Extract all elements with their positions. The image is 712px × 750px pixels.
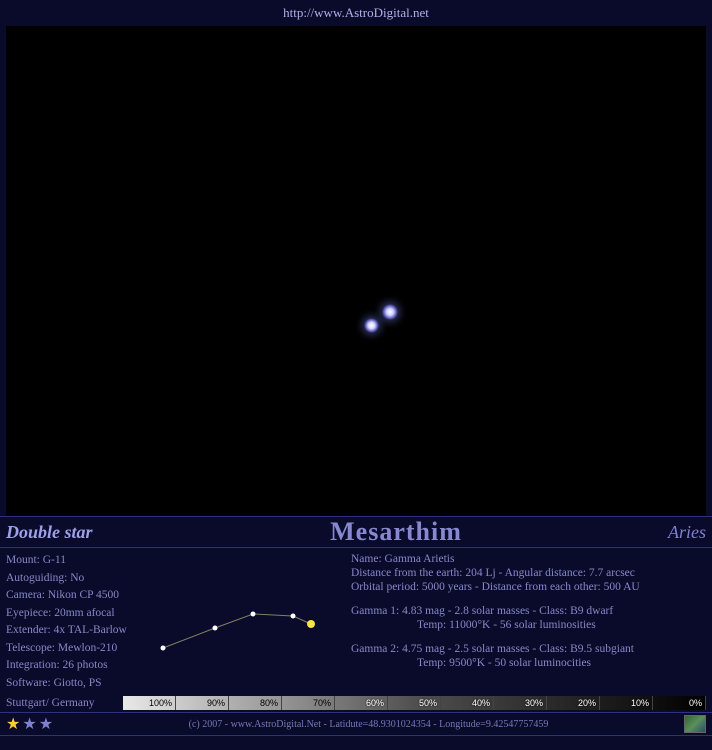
pct-cell: 40% bbox=[441, 696, 494, 710]
equip-integration: Integration: 26 photos bbox=[6, 657, 171, 675]
astro-orbit: Orbital period: 5000 years - Distance fr… bbox=[351, 580, 706, 594]
copyright-text: (c) 2007 - www.AstroDigital.Net - Latidu… bbox=[53, 719, 684, 730]
star-icon: ★ bbox=[39, 714, 53, 734]
astro-gamma1-temp: Temp: 11000°K - 56 solar luminosities bbox=[351, 618, 706, 632]
url-bar: http://www.AstroDigital.net bbox=[0, 0, 712, 26]
astro-gamma2: Gamma 2: 4.75 mag - 2.5 solar masses - C… bbox=[351, 642, 706, 656]
pct-cell: 100% bbox=[123, 696, 176, 710]
object-type: Double star bbox=[6, 522, 186, 543]
equipment-list: Mount: G-11 Autoguiding: No Camera: Niko… bbox=[6, 552, 171, 692]
info-panel: Mount: G-11 Autoguiding: No Camera: Niko… bbox=[0, 548, 712, 694]
equip-autoguiding: Autoguiding: No bbox=[6, 570, 171, 588]
star-icon: ★ bbox=[22, 714, 36, 734]
equip-software: Software: Giotto, PS bbox=[6, 675, 171, 693]
pct-cell: 70% bbox=[282, 696, 335, 710]
pct-cell: 60% bbox=[335, 696, 388, 710]
pct-cell: 30% bbox=[494, 696, 547, 710]
star-gamma-1 bbox=[382, 304, 398, 320]
footer: ★ ★ ★ (c) 2007 - www.AstroDigital.Net - … bbox=[0, 712, 712, 736]
pct-cell: 20% bbox=[547, 696, 600, 710]
sky-image bbox=[6, 26, 706, 516]
bottom-row: Stuttgart/ Germany 100%90%80%70%60%50%40… bbox=[0, 694, 712, 712]
percent-scale: 100%90%80%70%60%50%40%30%20%10%0% bbox=[123, 696, 706, 710]
equip-camera: Camera: Nikon CP 4500 bbox=[6, 587, 171, 605]
url-text: http://www.AstroDigital.net bbox=[283, 5, 429, 21]
pct-cell: 0% bbox=[653, 696, 706, 710]
constellation-chart bbox=[155, 586, 325, 656]
star-icon: ★ bbox=[6, 714, 20, 734]
equip-telescope: Telescope: Mewlon-210 bbox=[6, 640, 171, 658]
title-row: Double star Mesarthim Aries bbox=[0, 516, 712, 548]
equip-eyepiece: Eyepiece: 20mm afocal bbox=[6, 605, 171, 623]
astro-distance: Distance from the earth: 204 Lj - Angula… bbox=[351, 566, 706, 580]
pct-cell: 90% bbox=[176, 696, 229, 710]
location-label: Stuttgart/ Germany bbox=[6, 697, 123, 709]
astro-gamma2-temp: Temp: 9500°K - 50 solar luminocities bbox=[351, 656, 706, 670]
globe-icon[interactable] bbox=[684, 715, 706, 733]
equip-extender: Extender: 4x TAL-Barlow bbox=[6, 622, 171, 640]
object-name: Mesarthim bbox=[186, 517, 606, 547]
pct-cell: 10% bbox=[600, 696, 653, 710]
rating-stars: ★ ★ ★ bbox=[6, 714, 53, 734]
astro-name: Name: Gamma Arietis bbox=[351, 552, 706, 566]
pct-cell: 50% bbox=[388, 696, 441, 710]
equip-mount: Mount: G-11 bbox=[6, 552, 171, 570]
pct-cell: 80% bbox=[229, 696, 282, 710]
star-gamma-2 bbox=[364, 318, 379, 333]
astro-gamma1: Gamma 1: 4.83 mag - 2.8 solar masses - C… bbox=[351, 604, 706, 618]
constellation-name: Aries bbox=[606, 522, 706, 543]
